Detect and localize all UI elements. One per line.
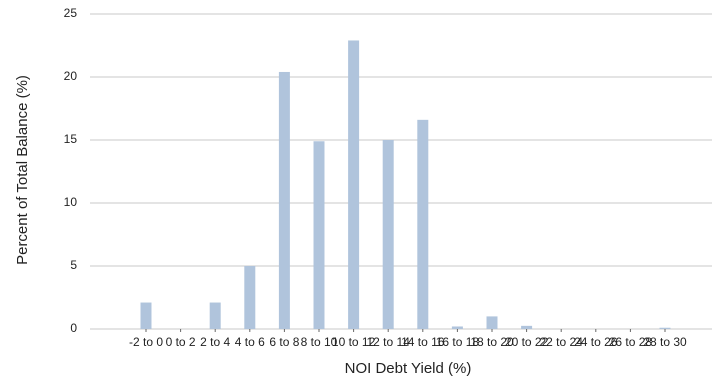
x-tick-label: 18 to 20 bbox=[470, 335, 514, 349]
bar bbox=[313, 141, 325, 329]
bar bbox=[521, 325, 533, 329]
bar bbox=[451, 326, 463, 329]
bar bbox=[348, 40, 360, 330]
bar bbox=[140, 302, 152, 329]
x-tick-label: 2 to 4 bbox=[200, 335, 230, 349]
bar bbox=[486, 316, 498, 329]
bar bbox=[209, 302, 221, 329]
x-tick-label: 0 to 2 bbox=[166, 335, 196, 349]
x-tick-label: 14 to 16 bbox=[401, 335, 445, 349]
bar bbox=[382, 140, 394, 329]
x-tick-label: 16 to 18 bbox=[436, 335, 480, 349]
x-tick-label: -2 to 0 bbox=[129, 335, 163, 349]
x-axis-title: NOI Debt Yield (%) bbox=[345, 360, 472, 377]
x-tick-label: 28 to 30 bbox=[643, 335, 687, 349]
y-tick-label: 0 bbox=[70, 321, 77, 335]
x-tick-label: 12 to 14 bbox=[367, 335, 411, 349]
x-tick-label: 10 to 12 bbox=[332, 335, 376, 349]
bars bbox=[140, 40, 671, 330]
bar bbox=[278, 71, 290, 330]
y-tick-label: 25 bbox=[64, 6, 78, 20]
x-tick-label: 8 to 10 bbox=[301, 335, 338, 349]
y-axis-title: Percent of Total Balance (%) bbox=[14, 75, 31, 265]
x-tick-label: 6 to 8 bbox=[269, 335, 299, 349]
x-tick-label: 26 to 28 bbox=[609, 335, 653, 349]
y-tick-label: 5 bbox=[70, 258, 77, 272]
bar bbox=[659, 327, 671, 329]
y-tick-label: 20 bbox=[64, 69, 78, 83]
gridlines bbox=[90, 13, 712, 330]
x-tick-label: 20 to 22 bbox=[505, 335, 549, 349]
x-tick-label: 4 to 6 bbox=[235, 335, 265, 349]
y-axis-ticks: 0 5 10 15 20 25 bbox=[64, 6, 78, 335]
x-tick-label: 24 to 26 bbox=[574, 335, 618, 349]
bar bbox=[417, 119, 429, 329]
y-tick-label: 15 bbox=[64, 132, 78, 146]
y-tick-label: 10 bbox=[64, 195, 78, 209]
x-tick-label: 22 to 24 bbox=[540, 335, 584, 349]
bar bbox=[244, 266, 256, 329]
